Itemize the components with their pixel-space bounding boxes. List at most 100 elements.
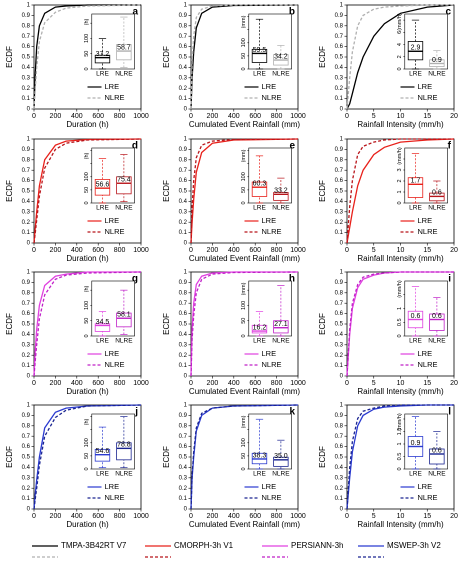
legend-label: LRE bbox=[418, 349, 433, 358]
box bbox=[273, 320, 289, 334]
y-tick-label: 0.9 bbox=[22, 13, 31, 19]
x-tick-label: 200 bbox=[207, 247, 219, 254]
y-tick-label: 1 bbox=[340, 403, 344, 409]
inset-x-label: LRE bbox=[96, 71, 109, 78]
y-tick-label: 0.4 bbox=[179, 332, 188, 338]
median-label: 59.5 bbox=[253, 47, 267, 54]
y-tick-label: 0.5 bbox=[335, 322, 344, 328]
x-tick-label: 400 bbox=[71, 113, 83, 120]
y-tick-label: 1 bbox=[340, 270, 344, 276]
y-tick-label: 0.4 bbox=[335, 199, 344, 205]
y-tick-label: 0.2 bbox=[335, 486, 344, 492]
panel-label: i bbox=[448, 274, 451, 285]
y-tick-label: 1 bbox=[340, 137, 344, 143]
median-label: 1.7 bbox=[411, 178, 421, 185]
inset-y-tick-label: 0 bbox=[397, 334, 403, 337]
ecdf-line bbox=[33, 404, 142, 510]
median-label: 0.6 bbox=[432, 313, 442, 320]
x-axis-label: Duration (h) bbox=[66, 254, 109, 263]
x-axis-label: Duration (h) bbox=[66, 120, 109, 129]
y-tick-label: 0.9 bbox=[335, 13, 344, 19]
y-tick-label: 0.5 bbox=[179, 322, 188, 328]
inset-x-label: NLRE bbox=[115, 71, 133, 78]
legend-label: LRE bbox=[105, 216, 120, 225]
x-tick-label: 20 bbox=[450, 513, 458, 520]
ecdf-line bbox=[190, 4, 298, 110]
inset-y-tick-label: 0.5 bbox=[397, 453, 403, 461]
y-tick-label: 0.4 bbox=[22, 465, 31, 471]
y-tick-label: 0.2 bbox=[179, 353, 188, 359]
y-tick-label: 0.6 bbox=[22, 444, 31, 450]
median-label: 54.6 bbox=[96, 448, 110, 455]
median-label: 60.3 bbox=[253, 181, 267, 188]
inset-unit: (mm/h) bbox=[397, 280, 403, 298]
median-label: 16.2 bbox=[253, 324, 267, 331]
x-tick-label: 0 bbox=[32, 513, 36, 520]
ecdf-line bbox=[190, 138, 299, 244]
x-tick-label: 200 bbox=[50, 380, 62, 387]
x-axis-label: Duration (h) bbox=[66, 387, 109, 396]
x-tick-label: 0 bbox=[32, 247, 36, 254]
panel-label: c bbox=[445, 7, 451, 18]
median-label: 34.2 bbox=[274, 53, 288, 60]
y-tick-label: 1 bbox=[184, 403, 188, 409]
y-tick-label: 0.8 bbox=[22, 423, 31, 429]
inset-y-tick-label: 0 bbox=[84, 334, 90, 337]
inset-x-label: LRE bbox=[96, 338, 109, 345]
x-axis-label: Cumulated Event Rainfall (mm) bbox=[189, 520, 300, 529]
y-tick-label: 0 bbox=[340, 241, 344, 247]
inset-x-label: LRE bbox=[253, 71, 266, 78]
x-axis-label: Rainfall Intensity (mm/h) bbox=[357, 387, 444, 396]
y-tick-label: 0.4 bbox=[22, 65, 31, 71]
median-label: 38.3 bbox=[253, 452, 267, 459]
y-tick-label: 0.8 bbox=[22, 157, 31, 163]
y-tick-label: 0.7 bbox=[335, 434, 344, 440]
inset-y-tick-label: 0 bbox=[397, 67, 403, 70]
y-tick-label: 0.9 bbox=[335, 147, 344, 153]
panel-label: l bbox=[448, 407, 451, 418]
y-tick-label: 0.3 bbox=[179, 209, 188, 215]
y-tick-label: 0.5 bbox=[22, 189, 31, 195]
y-tick-label: 0.1 bbox=[22, 96, 31, 102]
y-tick-label: 0.3 bbox=[335, 475, 344, 481]
inset-y-tick-label: 1 bbox=[397, 307, 403, 310]
x-tick-label: 10 bbox=[397, 513, 405, 520]
x-tick-label: 600 bbox=[249, 247, 261, 254]
ecdf-line bbox=[346, 4, 454, 110]
y-axis-label: ECDF bbox=[318, 180, 327, 202]
x-tick-label: 20 bbox=[450, 380, 458, 387]
y-tick-label: 0.8 bbox=[179, 157, 188, 163]
y-tick-label: 0.2 bbox=[22, 86, 31, 92]
panel-label: f bbox=[448, 141, 452, 152]
x-tick-label: 800 bbox=[271, 380, 283, 387]
inset-y-tick-label: 100 bbox=[241, 438, 247, 447]
y-tick-label: 0.8 bbox=[179, 23, 188, 29]
legend-label: LRE bbox=[262, 216, 277, 225]
y-tick-label: 0.4 bbox=[335, 65, 344, 71]
y-axis-label: ECDF bbox=[318, 46, 327, 68]
median-label: 58.7 bbox=[117, 44, 131, 51]
x-tick-label: 200 bbox=[50, 247, 62, 254]
x-tick-label: 1000 bbox=[290, 380, 306, 387]
inset-y-tick-label: 1 bbox=[397, 442, 403, 445]
box bbox=[116, 442, 132, 461]
y-tick-label: 0 bbox=[27, 107, 31, 113]
inset-y-tick-label: 100 bbox=[84, 172, 90, 181]
x-tick-label: 400 bbox=[228, 513, 240, 520]
inset-y-tick-label: 0 bbox=[241, 334, 247, 337]
inset-x-label: NLRE bbox=[428, 71, 446, 78]
x-tick-label: 1000 bbox=[133, 513, 149, 520]
y-tick-label: 0.8 bbox=[22, 23, 31, 29]
y-tick-label: 0.1 bbox=[179, 363, 188, 369]
inset-x-label: NLRE bbox=[428, 205, 446, 212]
x-tick-label: 20 bbox=[450, 113, 458, 120]
median-label: 35.0 bbox=[274, 453, 288, 460]
legend-label: LRE bbox=[418, 482, 433, 491]
median-label: 37.2 bbox=[96, 51, 110, 58]
y-tick-label: 0.1 bbox=[179, 496, 188, 502]
x-tick-label: 0 bbox=[32, 113, 36, 120]
y-tick-label: 0.7 bbox=[335, 301, 344, 307]
y-tick-label: 0.5 bbox=[22, 55, 31, 61]
median-label: 27.1 bbox=[274, 321, 288, 328]
